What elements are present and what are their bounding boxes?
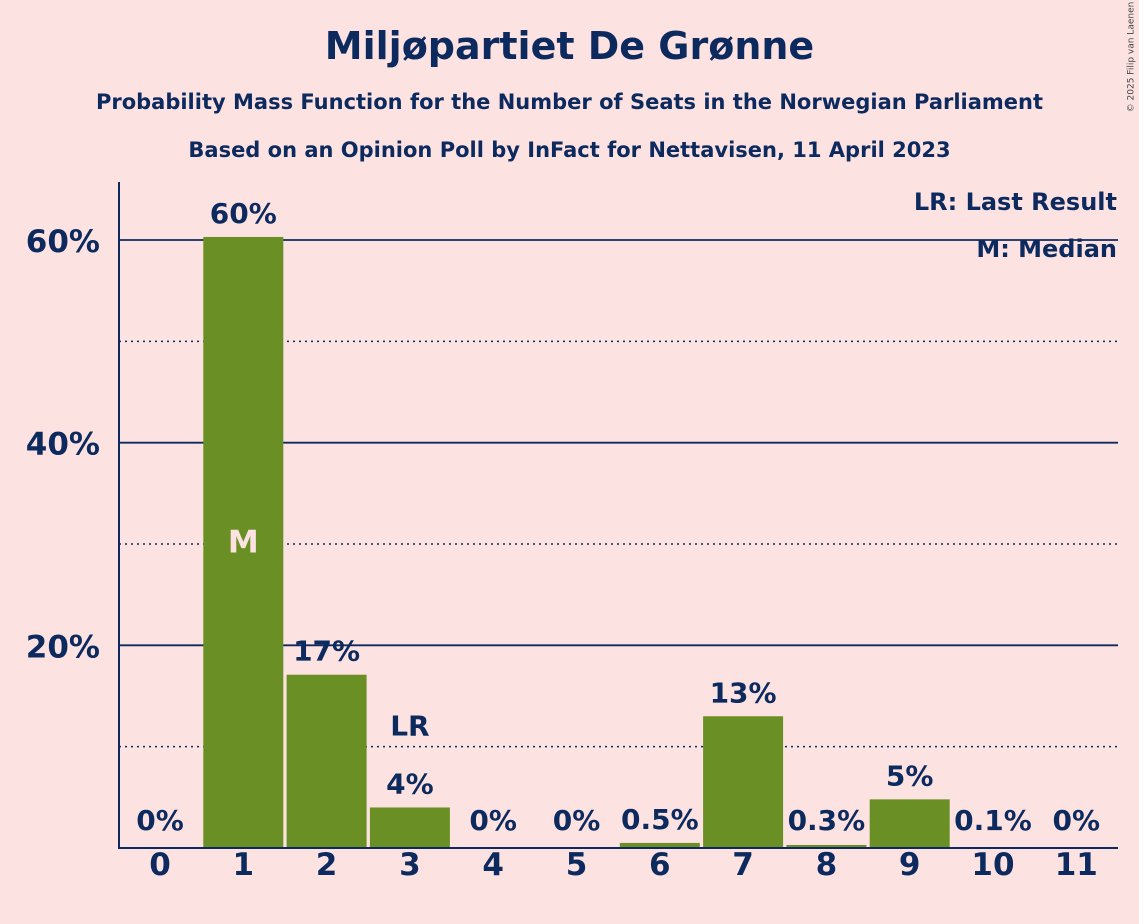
bar (203, 236, 284, 848)
x-tick-label: 0 (149, 847, 171, 883)
data-label: 5% (886, 759, 934, 792)
bar (619, 842, 700, 848)
y-tick-label: 40% (26, 427, 100, 463)
bar (369, 807, 450, 848)
data-label: 0% (136, 804, 184, 837)
chart-title: Miljøpartiet De Grønne (324, 24, 815, 68)
data-label: 0% (553, 804, 601, 837)
x-tick-label: 11 (1055, 847, 1098, 883)
last-result-marker: LR (390, 709, 429, 742)
data-label: 0% (1053, 804, 1101, 837)
x-tick-label: 5 (566, 847, 588, 883)
median-marker: M (228, 524, 259, 560)
y-tick-label: 60% (26, 224, 100, 260)
x-tick-label: 8 (816, 847, 838, 883)
x-tick-label: 7 (732, 847, 754, 883)
data-label: 0.5% (621, 803, 699, 836)
x-tick-label: 9 (899, 847, 921, 883)
x-tick-label: 3 (399, 847, 421, 883)
x-tick-label: 4 (482, 847, 504, 883)
bar (286, 674, 367, 848)
bar (703, 716, 784, 848)
data-label: 4% (386, 767, 434, 800)
bar (786, 844, 867, 848)
x-tick-label: 2 (316, 847, 338, 883)
bar (869, 799, 950, 848)
x-tick-label: 1 (233, 847, 255, 883)
data-label: 13% (710, 676, 777, 709)
data-label: 0.1% (954, 804, 1032, 837)
legend-entry: M: Median (976, 235, 1117, 263)
x-tick-label: 10 (971, 847, 1014, 883)
legend-entry: LR: Last Result (914, 188, 1117, 216)
chart-subtitle-1: Probability Mass Function for the Number… (95, 90, 1044, 114)
data-label: 17% (293, 635, 360, 668)
y-tick-label: 20% (26, 629, 100, 665)
data-label: 60% (210, 197, 277, 230)
x-tick-label: 6 (649, 847, 671, 883)
chart-subtitle-2: Based on an Opinion Poll by InFact for N… (188, 138, 951, 162)
data-label: 0% (469, 804, 517, 837)
data-label: 0.3% (788, 804, 866, 837)
